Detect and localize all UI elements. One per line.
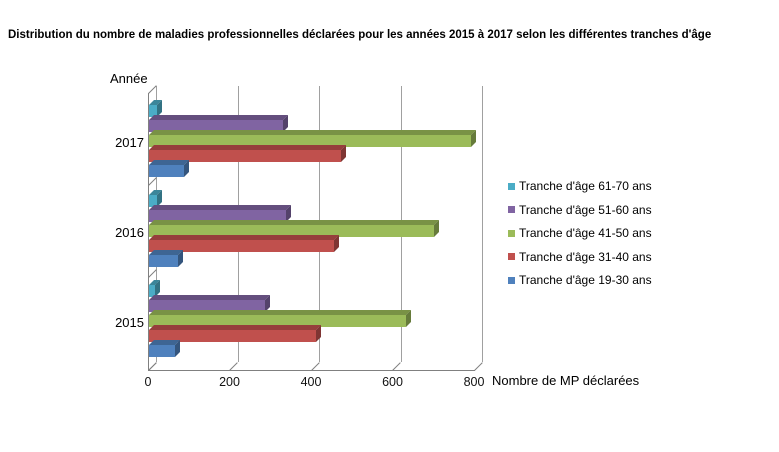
x-tick-label-800: 800 [463, 375, 485, 389]
bar-2015-series-2 [149, 310, 412, 327]
x-tick-800 [473, 361, 483, 371]
bar-face [149, 300, 265, 312]
y-axis-line [148, 93, 149, 370]
bar-end-cap [178, 250, 183, 267]
bar-face [149, 150, 341, 162]
chart-title: Distribution du nombre de maladies profe… [8, 29, 712, 41]
bar-2016-series-4 [149, 250, 184, 267]
category-label-2016: 2016 [115, 225, 144, 240]
bar-2017-series-4 [149, 160, 190, 177]
legend-swatch-icon [508, 229, 515, 237]
bar-2016-series-1 [149, 205, 292, 222]
bar-face [149, 240, 334, 252]
bar-face [149, 165, 184, 177]
legend-label: Tranche d'âge 61-70 ans [519, 179, 652, 193]
bar-face [149, 255, 178, 267]
bar-face [149, 120, 283, 132]
legend-item-3: Tranche d'âge 31-40 ans [508, 250, 652, 264]
bar-2017-series-0 [149, 100, 163, 117]
bar-end-cap [406, 310, 411, 327]
category-label-2017: 2017 [115, 135, 144, 150]
bar-2015-series-3 [149, 325, 322, 342]
x-tick-label-0: 0 [144, 375, 152, 389]
bar-2016-series-2 [149, 220, 440, 237]
bar-face [149, 195, 157, 207]
bar-end-cap [316, 325, 321, 342]
y-axis-title: Année [110, 71, 148, 86]
y-tick-0 [147, 84, 157, 94]
x-tick-label-400: 400 [300, 375, 322, 389]
bar-face [149, 135, 471, 147]
bar-face [149, 330, 316, 342]
x-axis-title: Nombre de MP déclarées [492, 373, 640, 388]
bar-end-cap [341, 145, 346, 162]
x-tick-600 [392, 361, 401, 371]
bar-face [149, 105, 157, 117]
legend-label: Tranche d'âge 51-60 ans [519, 202, 652, 217]
bar-end-cap [471, 130, 476, 147]
x-tick-label-600: 600 [382, 375, 403, 389]
x-tick-label-200: 200 [219, 375, 240, 389]
bar-face [149, 210, 286, 222]
legend-label: Tranche d'âge 19-30 ans [519, 273, 652, 287]
legend: Tranche d'âge 61-70 ans Tranche d'âge 51-… [508, 179, 652, 287]
bar-2015-series-4 [149, 340, 181, 357]
bar-2016-series-0 [149, 190, 163, 207]
legend-item-4: Tranche d'âge 19-30 ans [508, 273, 652, 287]
x-tick-200 [229, 361, 238, 371]
bar-2017-series-2 [149, 130, 477, 147]
bar-2015-series-1 [149, 295, 271, 312]
bar-2017-series-1 [149, 115, 289, 132]
legend-item-0: Tranche d'âge 61-70 ans [508, 179, 652, 193]
legend-swatch-icon [508, 182, 515, 190]
bar-2015-series-0 [149, 280, 161, 297]
bar-end-cap [175, 340, 180, 357]
bar-2017-series-3 [149, 145, 347, 162]
category-label-2015: 2015 [115, 315, 144, 330]
legend-label: Tranche d'âge 31-40 ans [519, 249, 652, 264]
bar-end-cap [434, 220, 439, 237]
legend-swatch-icon [508, 206, 515, 213]
y-tick-2 [147, 269, 157, 278]
bar-2016-series-3 [149, 235, 340, 252]
bar-face [149, 225, 434, 237]
gridline-x-800 [482, 86, 483, 362]
x-axis-line [148, 370, 475, 371]
bar-end-cap [184, 160, 189, 177]
x-tick-400 [310, 361, 320, 371]
bar-face [149, 285, 155, 297]
legend-item-1: Tranche d'âge 51-60 ans [508, 203, 652, 217]
y-tick-1 [147, 177, 157, 186]
legend-item-2: Tranche d'âge 41-50 ans [508, 226, 652, 240]
legend-label: Tranche d'âge 41-50 ans [519, 226, 652, 240]
legend-swatch-icon [508, 253, 515, 260]
bar-face [149, 315, 406, 327]
y-tick-3 [147, 361, 157, 371]
bar-end-cap [334, 235, 339, 252]
bar-face [149, 345, 175, 357]
legend-swatch-icon [508, 276, 515, 284]
